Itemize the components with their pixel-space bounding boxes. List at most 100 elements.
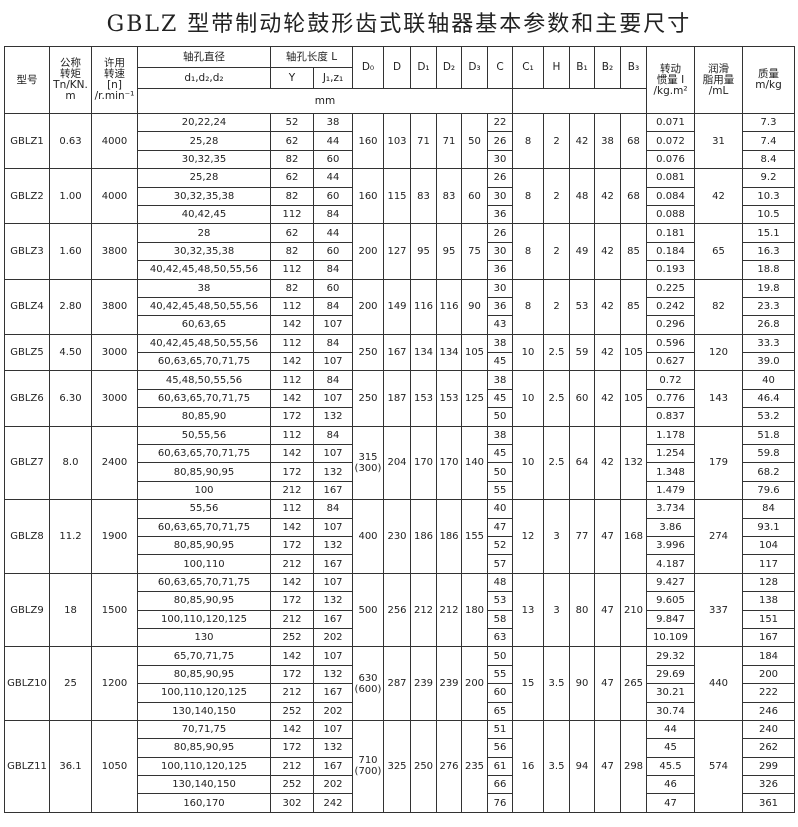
inertia-cell: 3.734 <box>646 499 695 519</box>
C1-cell: 8 <box>512 112 544 170</box>
bore-diameter-cell: 50,55,56 <box>137 425 271 446</box>
header-bore-diameter: 轴孔直径 <box>137 46 271 68</box>
bore-length-j-cell: 84 <box>313 204 353 225</box>
bore-diameter-cell: 80,85,90,95 <box>137 591 271 611</box>
bore-length-j-cell: 167 <box>313 554 353 574</box>
D1-cell: 212 <box>410 572 437 648</box>
B3-cell: 168 <box>620 499 647 574</box>
header-D3: D₃ <box>461 46 488 89</box>
bore-length-y-cell: 112 <box>270 296 314 317</box>
inertia-cell: 0.837 <box>646 407 695 427</box>
C-cell: 50 <box>487 407 513 427</box>
bore-length-j-cell: 202 <box>313 627 353 648</box>
bore-length-y-cell: 142 <box>270 646 314 666</box>
bore-length-y-cell: 252 <box>270 627 314 648</box>
B3-cell: 210 <box>620 572 647 648</box>
D1-cell: 250 <box>410 719 437 813</box>
mass-cell: 9.2 <box>742 168 795 188</box>
bore-length-y-cell: 302 <box>270 793 314 813</box>
D0-cell: 200 <box>352 223 384 280</box>
H-cell: 2 <box>543 278 570 335</box>
bore-length-j-cell: 107 <box>313 517 353 537</box>
C-cell: 76 <box>487 793 513 813</box>
model-cell: GBLZ6 <box>4 370 50 427</box>
bore-length-j-cell: 167 <box>313 683 353 703</box>
bore-length-j-cell: 202 <box>313 701 353 721</box>
bore-diameter-cell: 25,28 <box>137 168 271 188</box>
C-cell: 22 <box>487 112 513 133</box>
table-row: 130,140,150 252 202 66 46 326 <box>5 775 795 795</box>
B1-cell: 64 <box>569 425 595 501</box>
header-B1: B₁ <box>569 46 595 89</box>
D-cell: 287 <box>383 646 411 721</box>
bore-length-y-cell: 252 <box>270 775 314 795</box>
table-row: 80,85,90,95 172 132 55 29.69 200 <box>5 664 795 685</box>
B3-cell: 265 <box>620 646 647 721</box>
D3-cell: 235 <box>461 719 488 813</box>
H-cell: 2 <box>543 223 570 280</box>
mass-cell: 184 <box>742 646 795 666</box>
B2-cell: 42 <box>594 168 621 225</box>
inertia-cell: 9.605 <box>646 591 695 611</box>
D0-cell: 400 <box>352 499 384 574</box>
torque-cell: 0.63 <box>49 112 92 170</box>
D2-cell: 71 <box>436 112 462 170</box>
B1-cell: 90 <box>569 646 595 721</box>
B2-cell: 47 <box>594 572 621 648</box>
mass-cell: 7.3 <box>742 112 795 133</box>
inertia-cell: 29.69 <box>646 664 695 685</box>
C1-cell: 10 <box>512 425 544 501</box>
D1-cell: 239 <box>410 646 437 721</box>
D-cell: 325 <box>383 719 411 813</box>
C-cell: 30 <box>487 241 513 262</box>
inertia-cell: 1.178 <box>646 425 695 446</box>
inertia-cell: 3.996 <box>646 535 695 556</box>
bore-diameter-cell: 25,28 <box>137 131 271 151</box>
table-row: 160,170 302 242 76 47 361 <box>5 793 795 813</box>
B1-cell: 80 <box>569 572 595 648</box>
bore-length-y-cell: 172 <box>270 535 314 556</box>
speed-cell: 1500 <box>91 572 138 648</box>
H-cell: 2.5 <box>543 370 570 427</box>
bore-length-j-cell: 84 <box>313 370 353 390</box>
bore-length-y-cell: 142 <box>270 517 314 537</box>
D3-cell: 125 <box>461 370 488 427</box>
inertia-cell: 0.071 <box>646 112 695 133</box>
mass-cell: 8.4 <box>742 149 795 170</box>
H-cell: 2.5 <box>543 425 570 501</box>
mass-cell: 23.3 <box>742 296 795 317</box>
bore-length-j-cell: 132 <box>313 591 353 611</box>
bore-length-y-cell: 142 <box>270 352 314 372</box>
mass-cell: 19.8 <box>742 278 795 298</box>
speed-cell: 1200 <box>91 646 138 721</box>
header-bore-length-y: Y <box>270 67 314 89</box>
bore-length-j-cell: 107 <box>313 719 353 740</box>
C1-cell: 8 <box>512 223 544 280</box>
mass-cell: 10.3 <box>742 186 795 206</box>
bore-length-y-cell: 212 <box>270 683 314 703</box>
bore-diameter-cell: 28 <box>137 223 271 243</box>
header-lube: 润滑 脂用量 /mL <box>694 46 743 114</box>
mass-cell: 151 <box>742 609 795 629</box>
table-row: 80,85,90 172 132 50 0.837 53.2 <box>5 407 795 427</box>
D0-cell: 500 <box>352 572 384 648</box>
B3-cell: 68 <box>620 112 647 170</box>
inertia-cell: 0.242 <box>646 296 695 317</box>
C1-cell: 13 <box>512 572 544 648</box>
inertia-cell: 10.109 <box>646 627 695 648</box>
D2-cell: 116 <box>436 278 462 335</box>
C1-cell: 8 <box>512 278 544 335</box>
bore-length-j-cell: 242 <box>313 793 353 813</box>
torque-cell: 18 <box>49 572 92 648</box>
D0-cell: 200 <box>352 278 384 335</box>
mass-cell: 59.8 <box>742 444 795 464</box>
speed-cell: 4000 <box>91 168 138 225</box>
C-cell: 36 <box>487 204 513 225</box>
C-cell: 53 <box>487 591 513 611</box>
page-title: GBLZ 型带制动轮鼓形齿式联轴器基本参数和主要尺寸 <box>106 12 692 37</box>
torque-cell: 8.0 <box>49 425 92 501</box>
B2-cell: 42 <box>594 223 621 280</box>
mass-cell: 93.1 <box>742 517 795 537</box>
bore-length-y-cell: 112 <box>270 425 314 446</box>
lube-cell: 574 <box>694 719 743 813</box>
